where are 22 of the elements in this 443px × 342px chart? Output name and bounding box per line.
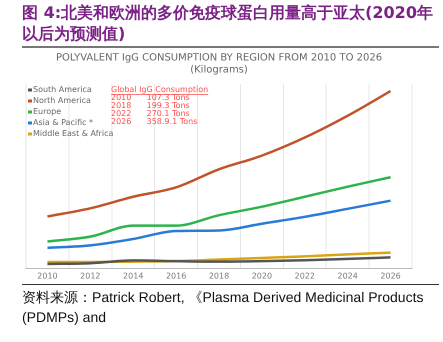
x-tick-label: 2020 <box>252 271 272 280</box>
annotation: 2010 107.3 Tons <box>111 93 190 102</box>
legend-label: Middle East & Africa <box>33 129 114 138</box>
legend-label: Asia & Pacific * <box>33 118 94 128</box>
text: 资料来源：Patrick Robert, 《Plasma Derived Medicinal Products (PDMPs) and <box>21 288 424 327</box>
legend-label: Europe <box>33 107 62 116</box>
x-tick-label: 2012 <box>80 271 101 280</box>
x-tick-label: 2016 <box>166 271 186 280</box>
annotation: 2018 199.3 Tons <box>111 101 190 110</box>
annotation: Global IgG Consumption <box>111 85 208 94</box>
x-tick-label: 2014 <box>123 271 144 280</box>
x-tick-label: 2018 <box>208 271 230 280</box>
legend-label: South America <box>33 85 92 94</box>
x-tick-label: 2026 <box>380 271 401 280</box>
annotation: 2022 270.1 Tons <box>111 109 190 118</box>
annotation: 2026 358.9.1 Tons <box>111 117 198 126</box>
chart-subtitle: POLYVALENT IgG CONSUMPTION BY REGION FROM 2010 TO 2026 (Kilograms) <box>56 52 382 76</box>
x-tick-label: 2022 <box>294 271 315 280</box>
x-tick-label: 2024 <box>337 271 358 280</box>
x-tick-label: 2010 <box>37 271 58 280</box>
legend-label: North America <box>33 96 92 106</box>
chart-title: 图 4:北美和欧洲的多价免疫球蛋白用量高于亚太(2020年以后为预测值) <box>21 2 434 44</box>
